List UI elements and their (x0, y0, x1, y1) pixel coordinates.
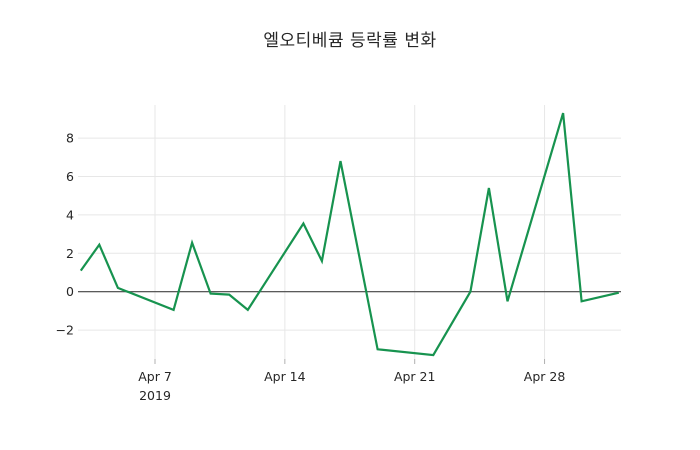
y-tick-label: 4 (66, 207, 74, 222)
x-tick-label: Apr 28 (524, 369, 566, 384)
series-line (79, 112, 620, 357)
x-tick-label: Apr 14 (264, 369, 306, 384)
x-tick-label: Apr 7 (138, 369, 172, 384)
x-tick-year-label: 2019 (139, 388, 171, 403)
chart-title: 엘오티베큠 등락률 변화 (263, 31, 437, 51)
y-tick-label: −2 (56, 323, 74, 338)
x-tick-label: Apr 21 (394, 369, 436, 384)
y-tick-label: 6 (66, 169, 74, 184)
y-tick-label: 8 (66, 131, 74, 146)
y-tick-label: 0 (66, 284, 74, 299)
y-tick-label: 2 (66, 246, 74, 261)
